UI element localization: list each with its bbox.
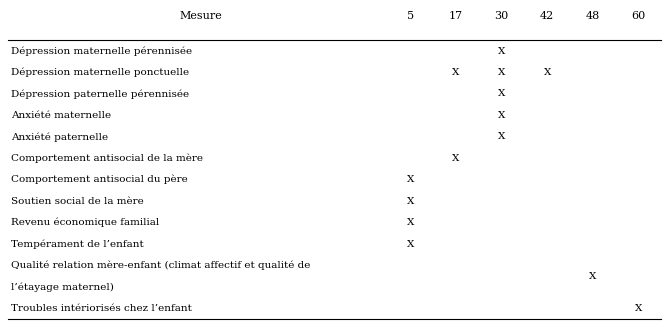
Text: X: X xyxy=(407,218,414,227)
Text: X: X xyxy=(452,68,460,77)
Text: X: X xyxy=(498,89,505,98)
Text: l’étayage maternel): l’étayage maternel) xyxy=(11,282,114,292)
Text: Revenu économique familial: Revenu économique familial xyxy=(11,218,160,227)
Text: 30: 30 xyxy=(494,11,508,21)
Text: Comportement antisocial de la mère: Comportement antisocial de la mère xyxy=(11,153,203,163)
Text: X: X xyxy=(498,46,505,56)
Text: Qualité relation mère-enfant (climat affectif et qualité de: Qualité relation mère-enfant (climat aff… xyxy=(11,261,311,270)
Text: X: X xyxy=(498,68,505,77)
Text: X: X xyxy=(407,175,414,184)
Text: 42: 42 xyxy=(540,11,554,21)
Text: X: X xyxy=(543,68,551,77)
Text: 5: 5 xyxy=(407,11,414,21)
Text: X: X xyxy=(589,272,596,281)
Text: Mesure: Mesure xyxy=(180,11,223,21)
Text: X: X xyxy=(452,154,460,163)
Text: Anxiété maternelle: Anxiété maternelle xyxy=(11,111,112,120)
Text: X: X xyxy=(407,197,414,206)
Text: X: X xyxy=(498,111,505,120)
Text: Anxiété paternelle: Anxiété paternelle xyxy=(11,132,108,142)
Text: Dépression paternelle pérennisée: Dépression paternelle pérennisée xyxy=(11,89,189,99)
Text: X: X xyxy=(498,132,505,141)
Text: Comportement antisocial du père: Comportement antisocial du père xyxy=(11,175,188,184)
Text: Troubles intériorisés chez l’enfant: Troubles intériorisés chez l’enfant xyxy=(11,304,192,313)
Text: X: X xyxy=(407,240,414,249)
Text: Dépression maternelle pérennisée: Dépression maternelle pérennisée xyxy=(11,46,193,56)
Text: X: X xyxy=(634,304,642,313)
Text: Soutien social de la mère: Soutien social de la mère xyxy=(11,197,144,206)
Text: 60: 60 xyxy=(631,11,646,21)
Text: 48: 48 xyxy=(585,11,600,21)
Text: Tempérament de l’enfant: Tempérament de l’enfant xyxy=(11,239,144,249)
Text: 17: 17 xyxy=(449,11,463,21)
Text: Dépression maternelle ponctuelle: Dépression maternelle ponctuelle xyxy=(11,68,189,77)
